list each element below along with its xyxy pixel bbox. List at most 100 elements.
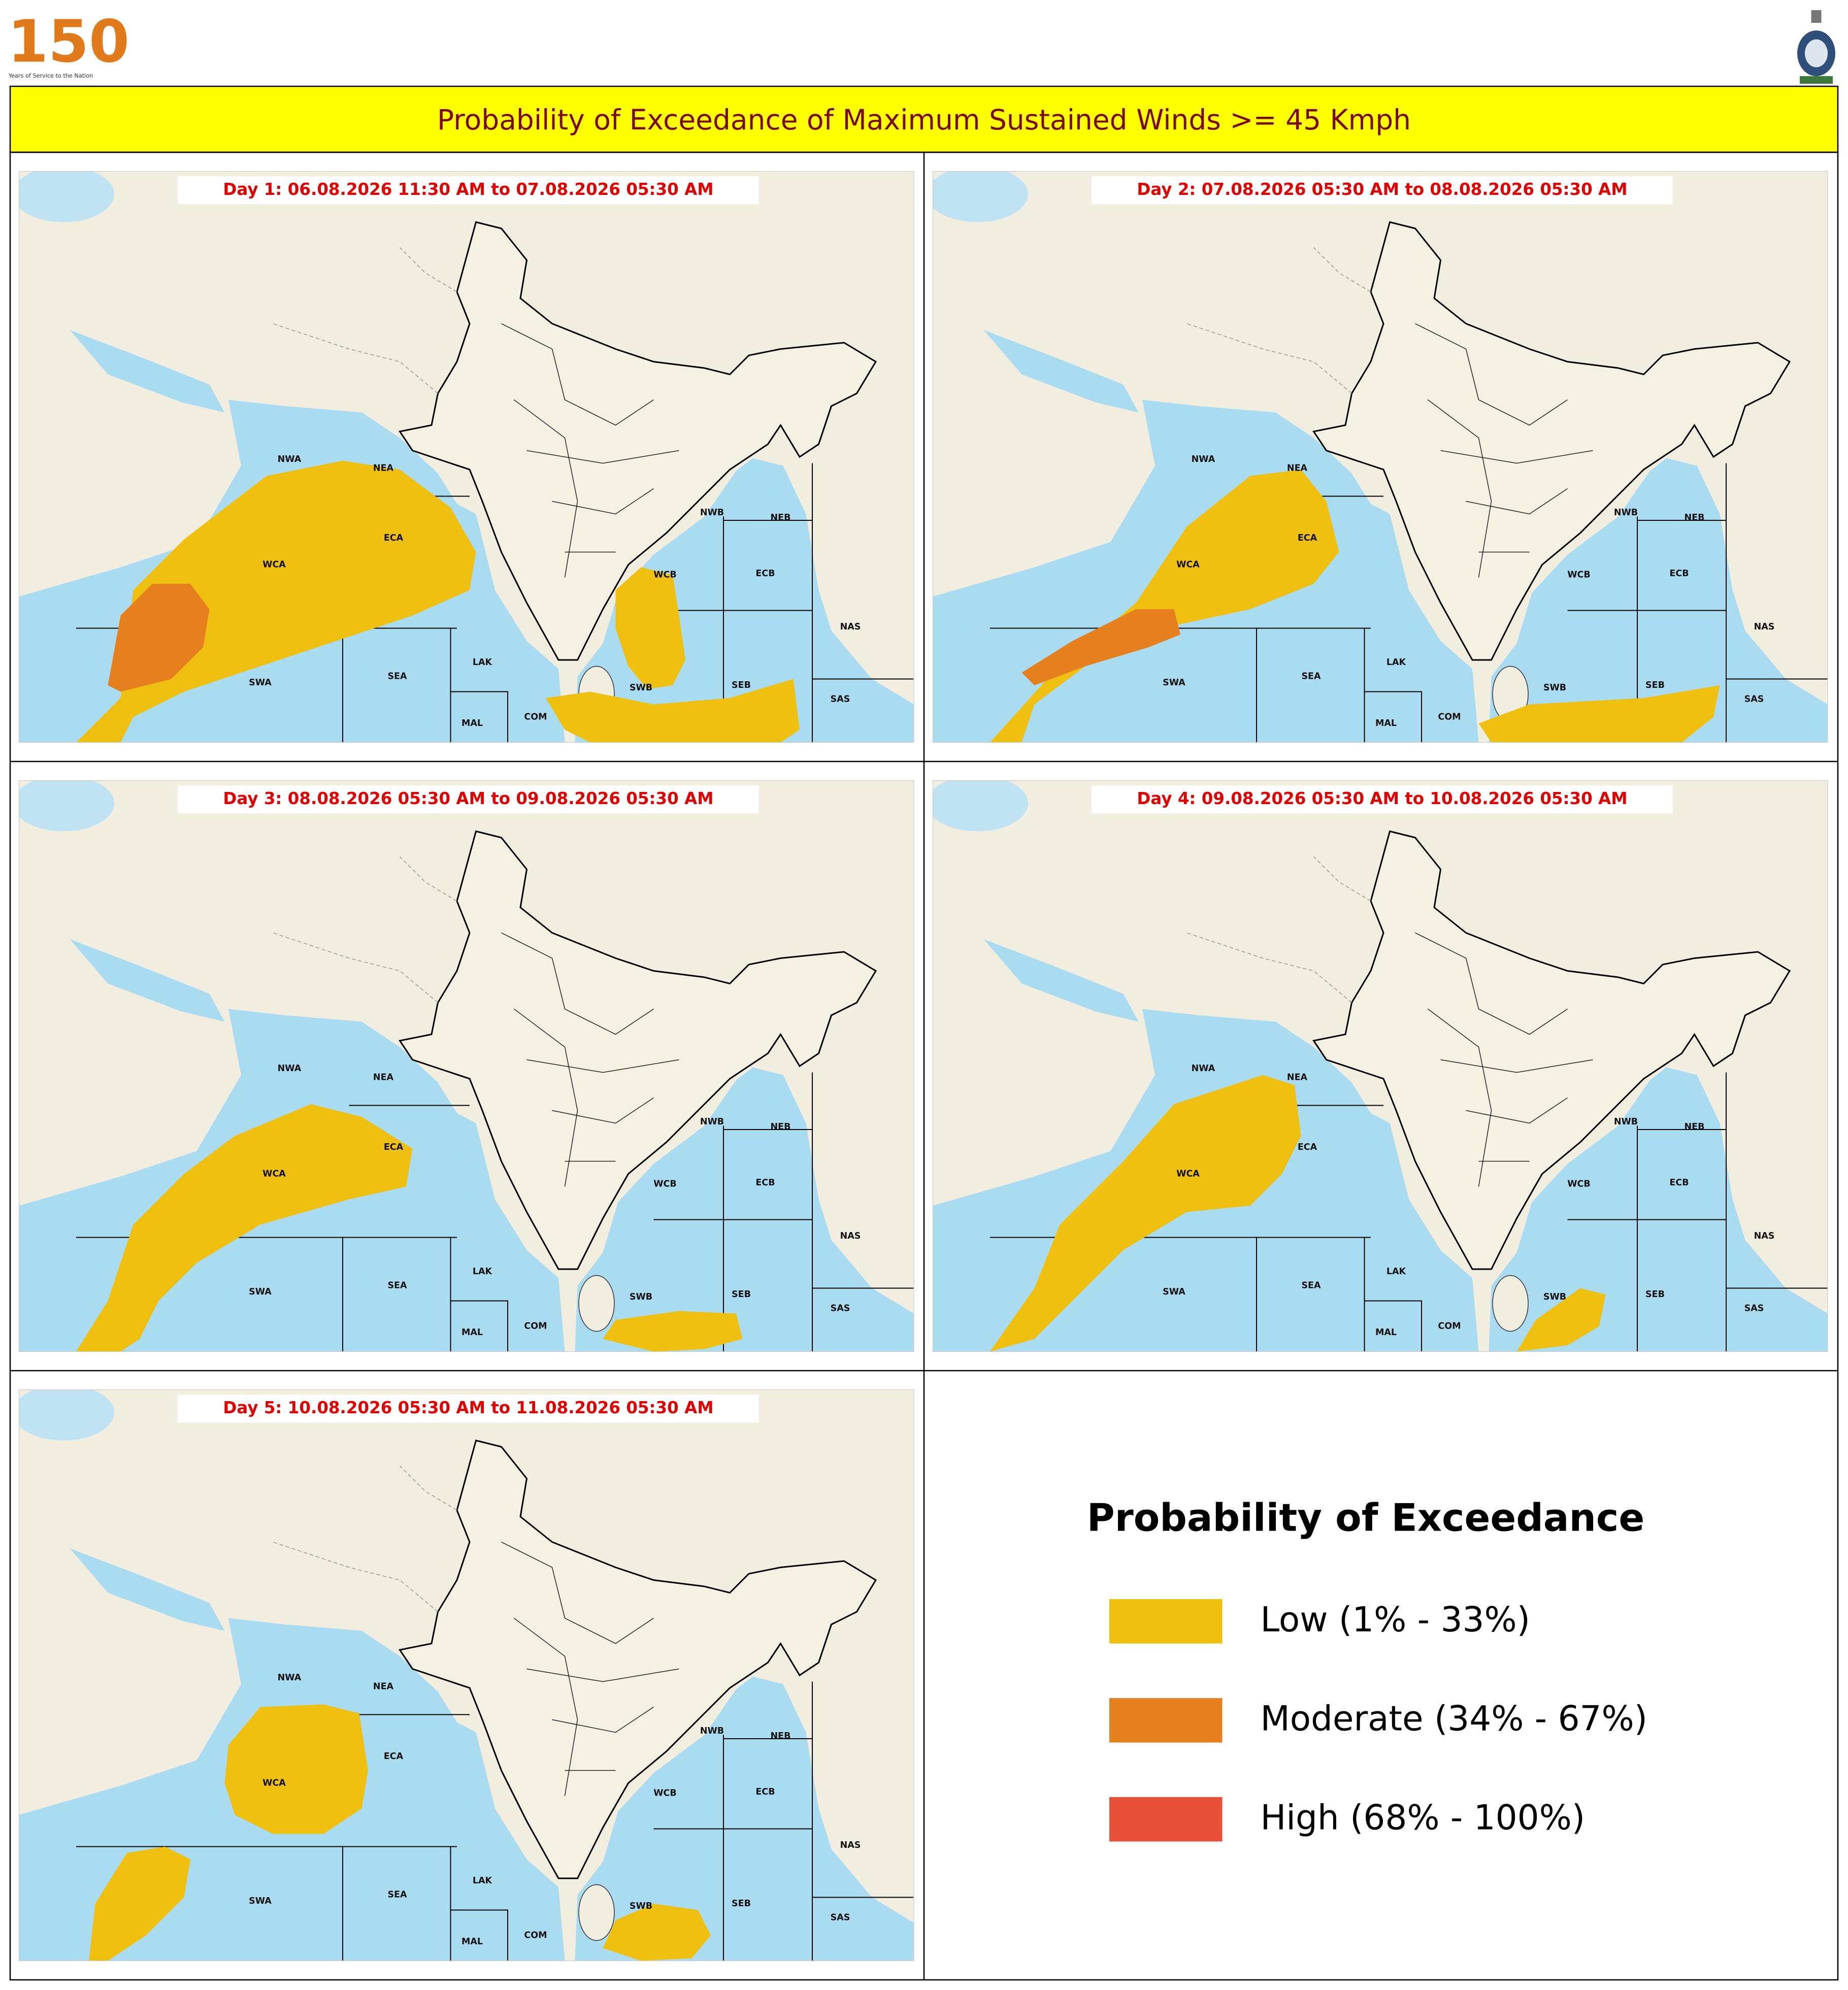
- region-label: MAL: [1375, 718, 1397, 728]
- header-box: [9, 85, 1839, 153]
- region-label: WCA: [262, 1169, 286, 1179]
- map-frame: [932, 171, 1828, 743]
- low-area: [603, 1311, 743, 1352]
- region-label: ECB: [755, 1787, 775, 1797]
- region-label: SWA: [249, 678, 272, 688]
- low-area: [990, 1075, 1301, 1352]
- day-label-box: [1092, 785, 1673, 814]
- region-label: ECA: [384, 1751, 404, 1762]
- day-label-box: [178, 785, 759, 814]
- day-label: Day 1: 06.08.2026 11:30 AM to 07.08.2026…: [223, 180, 713, 199]
- forecast-panel: NWA NEA WCA ECA SWA SEA LAK MAL COM NWB NEB WCB ECB S…: [18, 1389, 914, 1962]
- region-label: ECB: [755, 569, 775, 579]
- region-label: WCB: [1567, 570, 1591, 580]
- region-label: WCA: [1176, 1169, 1200, 1179]
- forecast-panel: NWA NEA WCA ECA SWA SEA LAK MAL COM NWB NEB WCB ECB S…: [932, 780, 1828, 1352]
- map-frame: [18, 1389, 914, 1962]
- day-label-box: [1092, 176, 1673, 205]
- region-label: ECA: [384, 1142, 404, 1152]
- region-label: SEA: [387, 1281, 407, 1291]
- region-label: LAK: [1387, 1267, 1407, 1277]
- region-label: NEA: [373, 1682, 394, 1692]
- region-label: SWA: [249, 1896, 272, 1906]
- region-label: MAL: [461, 1328, 483, 1338]
- region-label: SWB: [630, 1292, 652, 1302]
- region-label: MAL: [461, 1937, 483, 1947]
- region-label: NAS: [1754, 1231, 1775, 1241]
- region-label: SAS: [831, 694, 850, 705]
- region-label: COM: [524, 1321, 547, 1332]
- day-label-box: [178, 176, 759, 205]
- map-frame: [932, 780, 1828, 1352]
- region-label: MAL: [1375, 1328, 1397, 1338]
- region-label: NWA: [1192, 454, 1215, 465]
- grid: [9, 151, 1839, 1981]
- region-label: NWA: [278, 454, 302, 465]
- map-frame: [18, 171, 914, 743]
- region-label: COM: [1438, 712, 1461, 722]
- moderate-area: [108, 584, 210, 692]
- logo: 150 Years of Service to the Nation: [8, 8, 129, 79]
- emblem: [1797, 10, 1835, 84]
- region-label: NEA: [1287, 1073, 1308, 1083]
- low-area: [89, 1846, 190, 1961]
- region-label: WCB: [1567, 1179, 1591, 1189]
- low-area: [1516, 1288, 1606, 1352]
- day-label: Day 5: 10.08.2026 05:30 AM to 11.08.2026…: [223, 1398, 713, 1417]
- day-label: Day 4: 09.08.2026 05:30 AM to 10.08.2026…: [1137, 789, 1627, 808]
- region-label: ECA: [1298, 533, 1317, 543]
- panels: NWA NEA WCA ECA SWA SEA LAK MAL COM NWB NEB WCB ECB S…: [18, 171, 1828, 1962]
- low-area: [546, 679, 800, 743]
- region-label: ECA: [384, 533, 404, 543]
- legend-label: High (68% - 100%): [1261, 1798, 1586, 1838]
- region-label: SAS: [831, 1913, 850, 1923]
- region-label: NWB: [1614, 508, 1638, 518]
- region-label: SAS: [1744, 694, 1764, 705]
- region-label: NEB: [1685, 1122, 1705, 1132]
- map-frame: [18, 780, 914, 1352]
- region-label: SEA: [1301, 1281, 1321, 1291]
- region-label: NWB: [1614, 1117, 1638, 1127]
- region-label: NEB: [1685, 513, 1705, 523]
- region-label: LAK: [1387, 657, 1407, 668]
- region-label: SEB: [732, 1289, 751, 1300]
- region-label: WCA: [262, 560, 286, 570]
- region-label: NWB: [700, 508, 724, 518]
- region-label: NAS: [840, 622, 861, 632]
- low-area: [76, 1104, 413, 1352]
- region-label: LAK: [473, 1267, 493, 1277]
- region-label: SWB: [630, 683, 652, 693]
- logo-number: 150: [8, 8, 129, 76]
- region-label: ECB: [755, 1178, 775, 1188]
- region-label: LAK: [473, 1876, 493, 1886]
- region-label: SWB: [630, 1901, 652, 1911]
- region-label: SWA: [1163, 678, 1185, 688]
- region-label: ECA: [1298, 1142, 1317, 1152]
- region-label: NWA: [278, 1673, 302, 1683]
- region-label: NEA: [373, 463, 394, 474]
- region-label: NWB: [700, 1726, 724, 1736]
- region-label: SEA: [387, 672, 407, 682]
- region-label: ECB: [1669, 1178, 1689, 1188]
- region-label: NEA: [373, 1073, 394, 1083]
- region-label: MAL: [461, 718, 483, 728]
- low-area: [990, 470, 1339, 743]
- low-area: [615, 567, 685, 689]
- region-label: SWB: [1543, 683, 1566, 693]
- region-label: WCB: [653, 1179, 677, 1189]
- region-label: NAS: [1754, 622, 1775, 632]
- logo-tagline: Years of Service to the Nation: [8, 73, 93, 79]
- region-label: COM: [524, 712, 547, 722]
- region-label: NEB: [771, 1122, 791, 1132]
- region-label: SEB: [1645, 1289, 1665, 1300]
- region-label: SWA: [249, 1287, 272, 1297]
- day-label: Day 2: 07.08.2026 05:30 AM to 08.08.2026…: [1137, 180, 1627, 199]
- region-label: COM: [1438, 1321, 1461, 1332]
- region-label: SAS: [1744, 1304, 1764, 1314]
- region-label: SAS: [831, 1304, 850, 1314]
- region-label: WCB: [653, 570, 677, 580]
- region-label: LAK: [473, 657, 493, 668]
- forecast-panel: NWA NEA WCA ECA SWA SEA LAK MAL COM NWB NEB WCB ECB S…: [18, 780, 914, 1352]
- region-label: NEB: [771, 1731, 791, 1741]
